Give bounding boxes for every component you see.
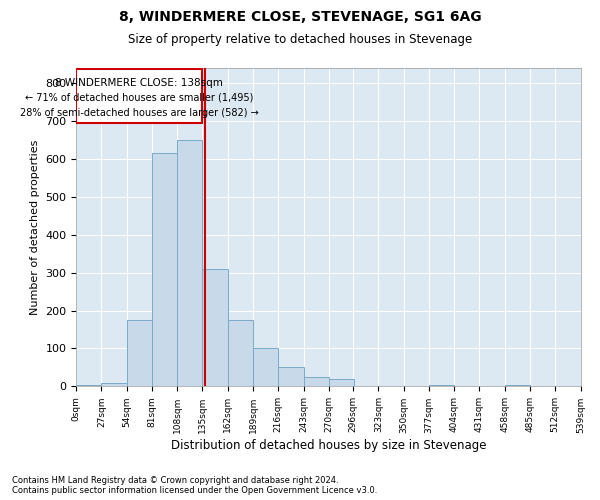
Bar [152,153,177,386]
Bar [505,384,530,386]
Bar [228,320,253,386]
Bar [329,379,354,386]
Bar [253,348,278,387]
Bar [177,140,202,386]
Bar [278,368,304,386]
Text: 28% of semi-detached houses are larger (582) →: 28% of semi-detached houses are larger (… [20,108,259,118]
Bar [101,384,127,386]
Bar [76,70,202,122]
Bar [304,377,329,386]
Bar [127,320,152,386]
Text: ← 71% of detached houses are smaller (1,495): ← 71% of detached houses are smaller (1,… [25,92,253,102]
Text: 8 WINDERMERE CLOSE: 138sqm: 8 WINDERMERE CLOSE: 138sqm [55,78,223,88]
Text: Size of property relative to detached houses in Stevenage: Size of property relative to detached ho… [128,32,472,46]
Y-axis label: Number of detached properties: Number of detached properties [30,140,40,314]
Text: Contains HM Land Registry data © Crown copyright and database right 2024.
Contai: Contains HM Land Registry data © Crown c… [12,476,377,495]
Bar [429,384,454,386]
X-axis label: Distribution of detached houses by size in Stevenage: Distribution of detached houses by size … [170,440,486,452]
Bar [202,268,228,386]
Text: 8, WINDERMERE CLOSE, STEVENAGE, SG1 6AG: 8, WINDERMERE CLOSE, STEVENAGE, SG1 6AG [119,10,481,24]
